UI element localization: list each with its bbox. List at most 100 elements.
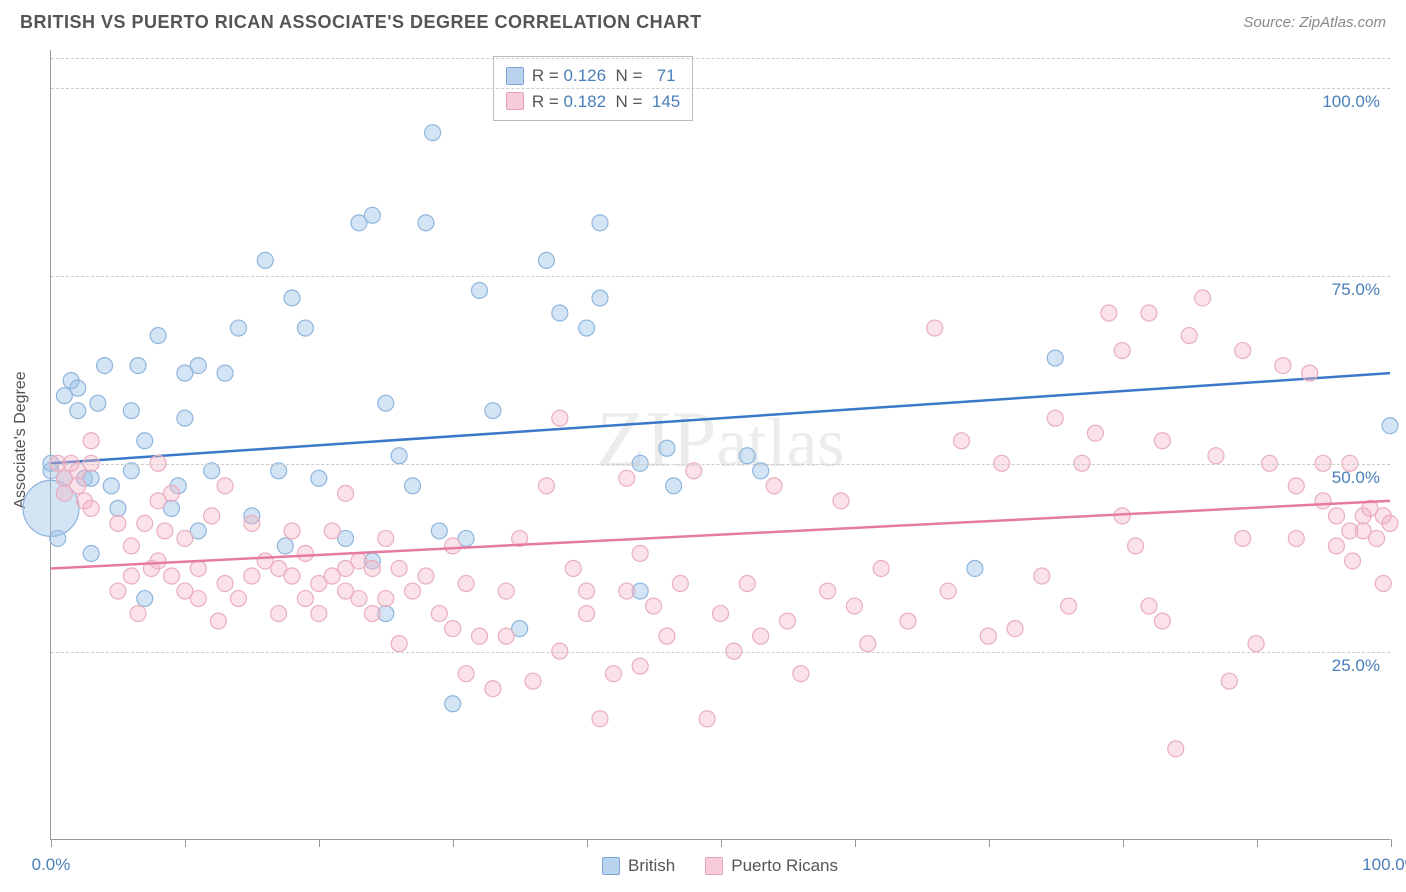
data-point xyxy=(123,538,139,554)
legend-item: British xyxy=(602,856,675,876)
data-point xyxy=(137,433,153,449)
data-point xyxy=(217,365,233,381)
data-point xyxy=(83,500,99,516)
gridline xyxy=(51,276,1390,277)
data-point xyxy=(980,628,996,644)
data-point xyxy=(1375,576,1391,592)
data-point xyxy=(391,636,407,652)
data-point xyxy=(351,591,367,607)
data-point xyxy=(485,681,501,697)
data-point xyxy=(150,328,166,344)
stats-text: R = 0.126 N = 71 xyxy=(532,63,676,89)
data-point xyxy=(458,576,474,592)
data-point xyxy=(445,696,461,712)
data-point xyxy=(445,621,461,637)
data-point xyxy=(204,508,220,524)
data-point xyxy=(418,215,434,231)
data-point xyxy=(405,478,421,494)
data-point xyxy=(1275,358,1291,374)
data-point xyxy=(766,478,782,494)
data-point xyxy=(860,636,876,652)
data-point xyxy=(271,606,287,622)
data-point xyxy=(659,628,675,644)
data-point xyxy=(1168,741,1184,757)
data-point xyxy=(324,523,340,539)
data-point xyxy=(927,320,943,336)
data-point xyxy=(739,448,755,464)
data-point xyxy=(1382,515,1398,531)
x-tick-label: 0.0% xyxy=(32,855,71,875)
data-point xyxy=(445,538,461,554)
gridline xyxy=(51,464,1390,465)
data-point xyxy=(405,583,421,599)
data-point xyxy=(137,591,153,607)
data-point xyxy=(230,320,246,336)
legend-item: Puerto Ricans xyxy=(705,856,838,876)
data-point xyxy=(1382,418,1398,434)
data-point xyxy=(210,613,226,629)
data-point xyxy=(217,478,233,494)
data-point xyxy=(485,403,501,419)
data-point xyxy=(1154,613,1170,629)
data-point xyxy=(190,560,206,576)
data-point xyxy=(659,440,675,456)
y-tick-label: 25.0% xyxy=(1332,656,1380,676)
data-point xyxy=(70,403,86,419)
data-point xyxy=(699,711,715,727)
x-tick xyxy=(989,839,990,847)
data-point xyxy=(632,545,648,561)
data-point xyxy=(552,305,568,321)
data-point xyxy=(846,598,862,614)
data-point xyxy=(1248,636,1264,652)
data-point xyxy=(1235,343,1251,359)
data-point xyxy=(672,576,688,592)
data-point xyxy=(619,583,635,599)
legend-swatch xyxy=(602,857,620,875)
gridline xyxy=(51,652,1390,653)
data-point xyxy=(538,478,554,494)
data-point xyxy=(284,290,300,306)
data-point xyxy=(1302,365,1318,381)
data-point xyxy=(97,358,113,374)
data-point xyxy=(605,666,621,682)
data-point xyxy=(1141,598,1157,614)
data-point xyxy=(364,560,380,576)
data-point xyxy=(418,568,434,584)
data-point xyxy=(284,568,300,584)
data-point xyxy=(123,463,139,479)
data-point xyxy=(471,282,487,298)
data-point xyxy=(244,568,260,584)
data-point xyxy=(177,530,193,546)
data-point xyxy=(1345,553,1361,569)
data-point xyxy=(1101,305,1117,321)
data-point xyxy=(83,545,99,561)
data-point xyxy=(378,395,394,411)
data-point xyxy=(666,478,682,494)
legend-label: Puerto Ricans xyxy=(731,856,838,876)
stats-row: R = 0.182 N = 145 xyxy=(506,89,680,115)
legend-swatch xyxy=(506,67,524,85)
data-point xyxy=(217,576,233,592)
data-point xyxy=(1369,530,1385,546)
data-point xyxy=(1288,478,1304,494)
data-point xyxy=(257,252,273,268)
x-tick xyxy=(1123,839,1124,847)
data-point xyxy=(1328,508,1344,524)
data-point xyxy=(123,403,139,419)
data-point xyxy=(686,463,702,479)
data-point xyxy=(565,560,581,576)
data-point xyxy=(646,598,662,614)
data-point xyxy=(230,591,246,607)
data-point xyxy=(1181,328,1197,344)
y-axis-label: Associate's Degree xyxy=(12,371,30,508)
data-point xyxy=(1221,673,1237,689)
scatter-chart: ZIPatlas R = 0.126 N = 71R = 0.182 N = 1… xyxy=(50,50,1390,840)
data-point xyxy=(297,545,313,561)
data-point xyxy=(1328,538,1344,554)
data-point xyxy=(873,560,889,576)
data-point xyxy=(1315,493,1331,509)
data-point xyxy=(632,658,648,674)
data-point xyxy=(123,568,139,584)
legend-swatch xyxy=(506,92,524,110)
data-point xyxy=(110,515,126,531)
